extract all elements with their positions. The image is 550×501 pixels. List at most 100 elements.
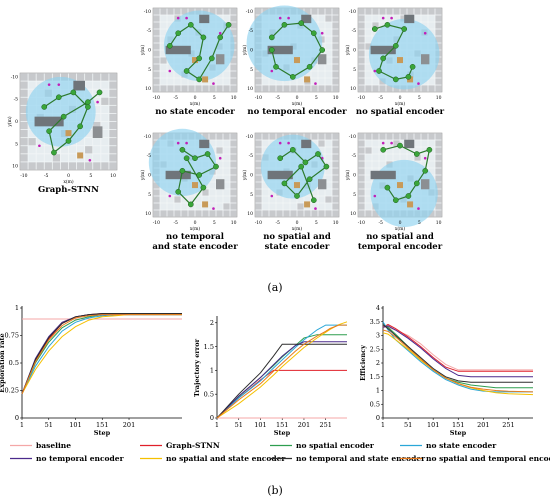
obstacle-cell xyxy=(153,85,160,92)
obstacle-cell xyxy=(109,154,117,162)
y-tick-label: 0.5 xyxy=(370,400,380,408)
obstacle-cell xyxy=(109,138,117,146)
obstacle-cell xyxy=(153,210,160,217)
free-cell xyxy=(428,154,435,161)
free-cell xyxy=(318,71,325,78)
free-cell xyxy=(101,146,109,154)
free-cell xyxy=(325,78,332,85)
map-x-tick: -5 xyxy=(173,95,178,101)
waypoint-dot xyxy=(96,100,99,104)
free-cell xyxy=(365,196,372,203)
obstacle-cell xyxy=(223,133,230,140)
obstacle-cell xyxy=(332,161,339,168)
x-tick-label: 251 xyxy=(319,421,331,429)
sensing-area xyxy=(260,134,325,199)
map-y-tick: 10 xyxy=(12,164,18,170)
obstacle-cell xyxy=(297,203,304,210)
series-line xyxy=(21,313,182,394)
trajectory-node xyxy=(392,76,399,83)
obstacle-cell xyxy=(358,140,365,147)
legend-item: no spatial encoder xyxy=(270,441,375,450)
obstacle-cell xyxy=(358,57,365,64)
free-cell xyxy=(428,15,435,22)
obstacle-cell xyxy=(153,189,160,196)
obstacle-cell xyxy=(297,85,304,92)
free-cell xyxy=(85,129,93,138)
free-cell xyxy=(93,146,101,154)
obstacle-cell xyxy=(174,210,181,217)
wall-block xyxy=(73,80,85,91)
y-tick-label: 0 xyxy=(376,414,380,422)
sensing-area xyxy=(368,18,440,90)
obstacle-cell xyxy=(109,97,117,105)
target-marker xyxy=(77,152,84,159)
waypoint-dot xyxy=(373,194,377,198)
obstacle-cell xyxy=(393,133,400,140)
trajectory-node xyxy=(225,21,232,28)
free-cell xyxy=(386,147,393,154)
trajectory-node xyxy=(426,146,433,153)
free-cell xyxy=(101,113,109,122)
trajectory-node xyxy=(196,172,203,178)
free-cell xyxy=(223,15,230,22)
free-cell xyxy=(379,22,386,29)
series-line xyxy=(21,314,182,395)
free-cell xyxy=(262,140,269,147)
map-y-tick: 5 xyxy=(148,192,151,198)
wall-block xyxy=(421,54,430,65)
free-cell xyxy=(167,71,174,78)
obstacle-cell xyxy=(304,8,311,15)
free-cell xyxy=(311,78,318,85)
obstacle-cell xyxy=(290,85,297,92)
obstacle-cell xyxy=(325,15,332,22)
obstacle-cell xyxy=(93,162,101,170)
y-tick-label: 1.5 xyxy=(204,343,214,351)
free-cell xyxy=(318,50,325,57)
obstacle-cell xyxy=(311,210,318,217)
map-x-axis-label: x(m) xyxy=(190,225,201,232)
trajectory-node xyxy=(277,155,284,162)
map-y-tick: 0 xyxy=(353,48,356,54)
map-x-axis-label: x(m) xyxy=(395,100,406,107)
free-cell xyxy=(372,15,379,22)
legend-item: no state encoder xyxy=(400,441,497,450)
map-x-tick: -5 xyxy=(378,220,383,226)
map-y-tick: -10 xyxy=(144,9,151,15)
free-cell xyxy=(44,154,52,162)
x-tick-label: 151 xyxy=(452,421,464,429)
map-y-axis-label: y(m) xyxy=(241,170,248,182)
free-cell xyxy=(167,196,174,203)
free-cell xyxy=(167,64,174,71)
obstacle-cell xyxy=(153,78,160,85)
free-cell xyxy=(93,81,101,89)
waypoint-dot xyxy=(38,144,41,148)
free-cell xyxy=(209,203,216,210)
map-y-axis-label: y(m) xyxy=(344,170,351,182)
obstacle-cell xyxy=(276,133,283,140)
obstacle-cell xyxy=(230,210,237,217)
x-tick-label: 101 xyxy=(69,421,81,429)
trajectory-node xyxy=(175,30,182,37)
obstacle-cell xyxy=(181,8,188,15)
obstacle-cell xyxy=(318,85,325,92)
obstacle-cell xyxy=(379,133,386,140)
free-cell xyxy=(101,154,109,162)
map-x-tick: -5 xyxy=(275,220,280,226)
trajectory-node xyxy=(298,163,305,170)
obstacle-cell xyxy=(20,73,28,81)
trajectory-node xyxy=(371,26,378,32)
obstacle-cell xyxy=(358,85,365,92)
x-tick-label: 201 xyxy=(123,421,135,429)
obstacle-cell xyxy=(101,73,109,81)
obstacle-cell xyxy=(435,71,442,78)
free-cell xyxy=(318,203,325,210)
trajectory-node xyxy=(179,146,186,153)
obstacle-cell xyxy=(332,29,339,36)
obstacle-cell xyxy=(153,43,160,50)
wall-block xyxy=(199,139,210,149)
trajectory-node xyxy=(302,159,309,166)
wall-block xyxy=(318,179,327,190)
waypoint-dot xyxy=(218,31,222,35)
